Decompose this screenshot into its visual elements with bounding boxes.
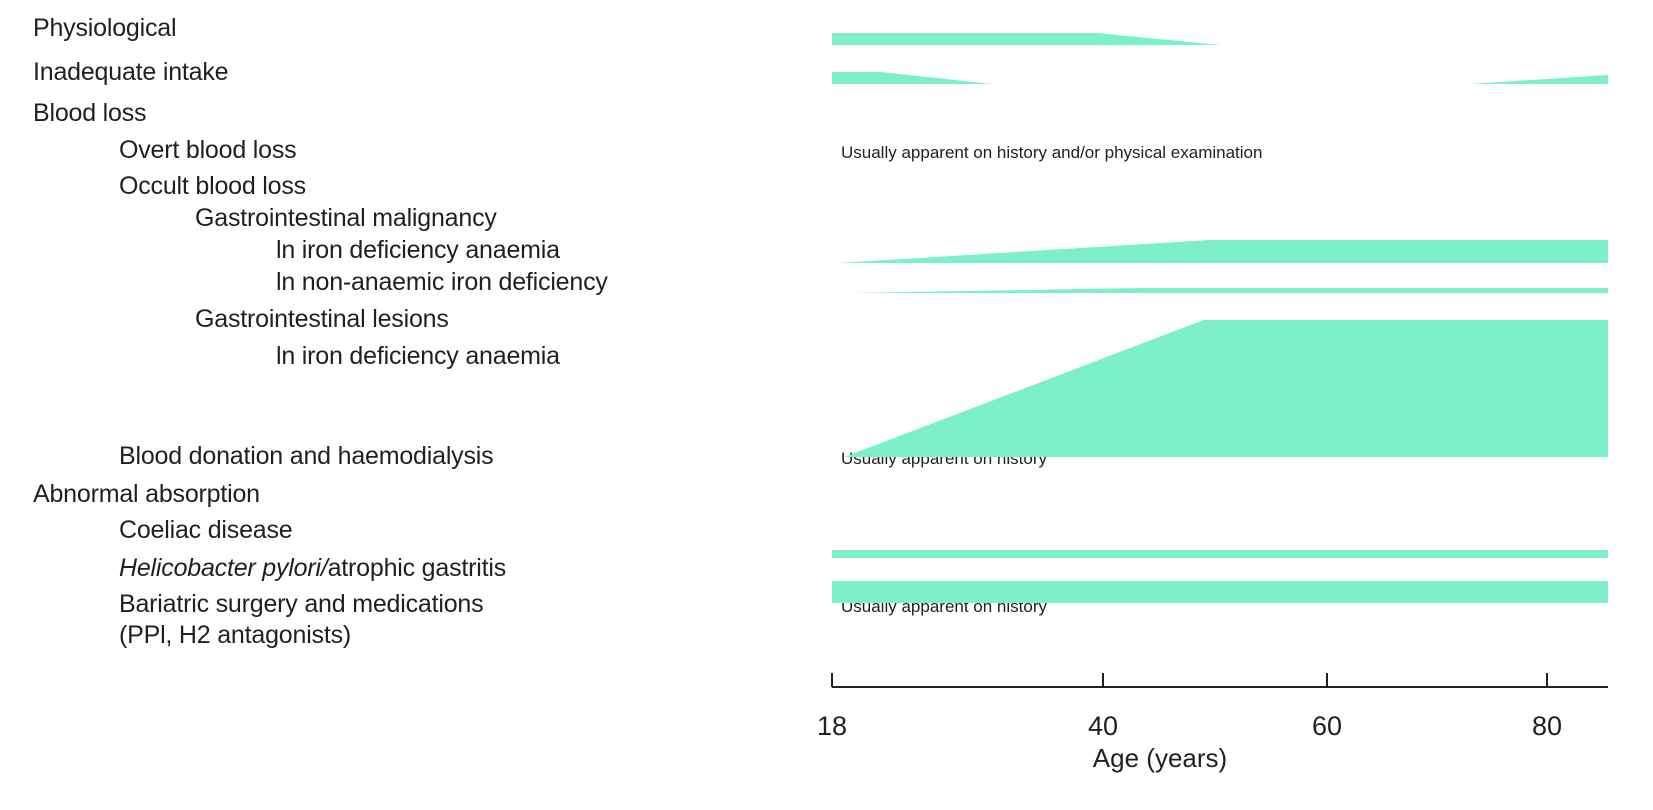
shape-inadequate_intake bbox=[832, 72, 993, 84]
label-helicobacter-italic-part: Helicobacter pylori/ bbox=[119, 554, 328, 582]
label-gastrointestinal-malignancy: Gastrointestinal malignancy bbox=[195, 204, 497, 232]
shape-gi_malignancy_ida bbox=[838, 240, 1608, 263]
shape-gi_malignancy_naid bbox=[850, 288, 1608, 293]
x-axis bbox=[831, 673, 1608, 688]
prevalence-shapes bbox=[832, 33, 1608, 603]
x-tick-60: 60 bbox=[1311, 711, 1343, 741]
label-helicobacter-regular-part: atrophic gastritis bbox=[327, 554, 507, 582]
x-axis-title: Age (years) bbox=[1092, 743, 1228, 773]
label-occult-blood-loss: Occult blood loss bbox=[119, 172, 306, 200]
label-helicobacter-pylori: Helicobacter pylori/atrophic gastritis bbox=[119, 555, 506, 582]
shape-inadequate_intake-late bbox=[1470, 75, 1608, 84]
label-gastrointestinal-lesions: Gastrointestinal lesions bbox=[195, 305, 449, 333]
x-tick-80: 80 bbox=[1531, 711, 1563, 741]
label-blood-loss: Blood loss bbox=[33, 99, 147, 127]
shape-gi_lesions_ida bbox=[844, 320, 1608, 457]
label-physiological: Physiological bbox=[33, 14, 177, 42]
shape-coeliac_disease bbox=[832, 550, 1608, 558]
label-ppl-h2-antagonists: (PPl, H2 antagonists) bbox=[119, 621, 352, 649]
label-blood-donation: Blood donation and haemodialysis bbox=[119, 442, 494, 470]
shape-physiological bbox=[832, 33, 1221, 45]
label-coeliac-disease: Coeliac disease bbox=[119, 516, 293, 544]
label-overt-blood-loss: Overt blood loss bbox=[119, 136, 297, 164]
x-tick-18: 18 bbox=[816, 711, 848, 741]
label-lesions-ida: ln iron deficiency anaemia bbox=[276, 342, 560, 370]
label-malignancy-ida: ln iron deficiency anaemia bbox=[276, 236, 560, 264]
annotation-overt-blood-loss: Usually apparent on history and/or physi… bbox=[841, 143, 1263, 162]
shape-h_pylori bbox=[832, 581, 1608, 603]
label-malignancy-naid: ln non-anaemic iron deficiency bbox=[276, 268, 608, 296]
label-bariatric-surgery: Bariatric surgery and medications bbox=[119, 590, 484, 618]
label-abnormal-absorption: Abnormal absorption bbox=[33, 480, 260, 508]
x-tick-40: 40 bbox=[1087, 711, 1119, 741]
label-inadequate-intake: Inadequate intake bbox=[33, 58, 229, 86]
